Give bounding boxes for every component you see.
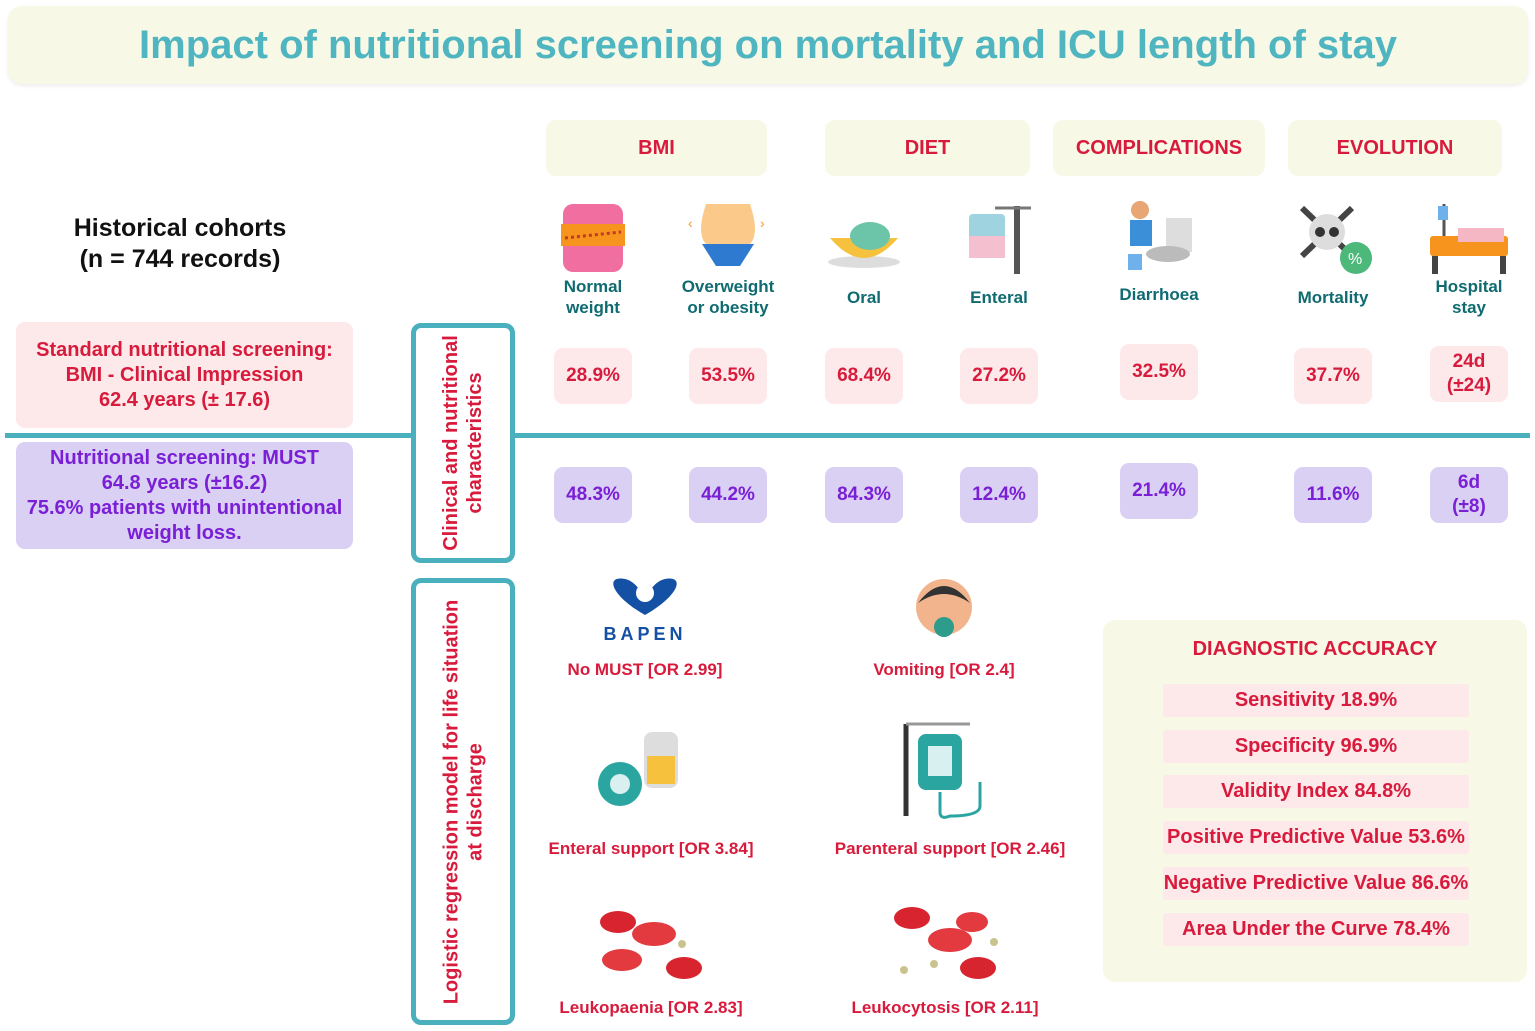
must-oral-value: 84.3% xyxy=(825,467,903,523)
must-mortality-value: 11.6% xyxy=(1294,467,1372,523)
bapen-logo-icon xyxy=(613,578,677,615)
leukocytosis-label: Leukocytosis [OR 2.11] xyxy=(851,998,1039,1017)
value-line: (±24) xyxy=(1446,375,1492,396)
must-hospital-stay-value: 6d (±8) xyxy=(1430,467,1508,523)
cohort-title: Historical cohorts (n = 744 records) xyxy=(40,213,320,275)
vomiting-label: Vomiting [OR 2.4] xyxy=(873,660,1015,679)
must-line: weight loss. xyxy=(127,521,242,544)
standard-enteral-value: 27.2% xyxy=(960,348,1038,404)
column-label-diarrhoea: Diarrhoea xyxy=(1119,285,1199,304)
must-line: Nutritional screening: MUST xyxy=(50,446,319,469)
svg-text:‹: ‹ xyxy=(688,215,693,231)
label-line: or obesity xyxy=(687,298,769,317)
header-complications: COMPLICATIONS xyxy=(1053,120,1265,176)
clinical-section-label: Clinical and nutritional characteristics xyxy=(411,323,515,563)
header-evolution: EVOLUTION xyxy=(1288,120,1502,176)
food-bowl-icon xyxy=(824,210,904,270)
belly-icon: ‹ › xyxy=(688,202,768,274)
value-line: 6d xyxy=(1457,472,1481,493)
diagnostic-row: Validity Index 84.8% xyxy=(1163,775,1469,808)
svg-text:%: % xyxy=(1348,251,1362,268)
must-diarrhoea-value: 21.4% xyxy=(1120,463,1198,519)
enteral-pump-icon xyxy=(592,722,686,812)
standard-line: Standard nutritional screening: xyxy=(36,338,333,361)
column-label-mortality: Mortality xyxy=(1297,288,1369,307)
standard-mortality-value: 37.7% xyxy=(1294,348,1372,404)
hospital-bed-icon xyxy=(1428,202,1510,276)
section-label-line: at discharge xyxy=(464,742,487,861)
no-must-label: No MUST [OR 2.99] xyxy=(567,660,723,679)
cohort-line1: Historical cohorts xyxy=(73,214,287,242)
diagnostic-accuracy-panel: DIAGNOSTIC ACCURACY Sensitivity 18.9% Sp… xyxy=(1103,620,1527,982)
bapen-logo-text: BAPEN xyxy=(603,624,687,644)
enteral-support-label: Enteral support [OR 3.84] xyxy=(548,839,754,858)
label-line: weight xyxy=(566,298,620,317)
header-diet: DIET xyxy=(825,120,1030,176)
logistic-section-label: Logistic regression model for life situa… xyxy=(411,578,515,1025)
bapen-logo: BAPEN xyxy=(600,575,690,645)
feeding-bag-icon xyxy=(965,202,1035,276)
divider-line xyxy=(5,433,1530,438)
must-line: 75.6% patients with unintentional xyxy=(26,496,343,519)
label-line: Hospital xyxy=(1435,277,1503,296)
parenteral-bag-icon xyxy=(900,720,1000,820)
value-line: (±8) xyxy=(1452,496,1486,517)
standard-overweight-value: 53.5% xyxy=(689,348,767,404)
must-normal-weight-value: 48.3% xyxy=(554,467,632,523)
toilet-icon xyxy=(1122,198,1196,276)
header-bmi: BMI xyxy=(546,120,767,176)
standard-screening-box: Standard nutritional screening: BMI - Cl… xyxy=(16,322,353,428)
diagnostic-row: Sensitivity 18.9% xyxy=(1163,684,1469,717)
section-label-line: Logistic regression model for life situa… xyxy=(440,599,463,1004)
section-label-line: Clinical and nutritional xyxy=(440,335,463,551)
standard-line: BMI - Clinical Impression xyxy=(65,363,304,386)
label-line: stay xyxy=(1451,298,1487,317)
blood-cells-leukocytosis-icon xyxy=(890,904,1002,984)
parenteral-support-label: Parenteral support [OR 2.46] xyxy=(834,839,1066,858)
column-label-hospital-stay: Hospital stay xyxy=(1409,276,1529,318)
red-blood-cells-icon xyxy=(596,904,708,984)
diagnostic-title: DIAGNOSTIC ACCURACY xyxy=(1192,638,1438,660)
standard-normal-weight-value: 28.9% xyxy=(554,348,632,404)
column-label-normal-weight: Normal weight xyxy=(533,276,653,318)
column-label-oral: Oral xyxy=(846,288,882,307)
must-screening-box: Nutritional screening: MUST 64.8 years (… xyxy=(16,442,353,549)
svg-text:›: › xyxy=(760,215,765,231)
diagnostic-row: Area Under the Curve 78.4% xyxy=(1163,913,1469,946)
diagnostic-row: Negative Predictive Value 86.6% xyxy=(1163,867,1469,900)
waist-measure-icon xyxy=(553,202,633,274)
diagnostic-row: Positive Predictive Value 53.6% xyxy=(1163,821,1469,854)
value-line: 24d xyxy=(1452,351,1486,372)
vomiting-icon xyxy=(912,575,976,645)
diagnostic-row: Specificity 96.9% xyxy=(1163,730,1469,763)
label-line: Normal xyxy=(563,277,623,296)
standard-hospital-stay-value: 24d (±24) xyxy=(1430,346,1508,402)
page-title: Impact of nutritional screening on morta… xyxy=(8,6,1528,84)
skull-icon: % xyxy=(1298,202,1376,276)
must-enteral-value: 12.4% xyxy=(960,467,1038,523)
must-line: 64.8 years (±16.2) xyxy=(101,471,268,494)
label-line: Overweight xyxy=(681,277,775,296)
must-overweight-value: 44.2% xyxy=(689,467,767,523)
standard-line: 62.4 years (± 17.6) xyxy=(98,388,271,411)
standard-oral-value: 68.4% xyxy=(825,348,903,404)
column-label-overweight: Overweight or obesity xyxy=(668,276,788,318)
section-label-line: characteristics xyxy=(464,372,487,514)
cohort-line2: (n = 744 records) xyxy=(79,245,281,273)
column-label-enteral: Enteral xyxy=(970,288,1028,307)
standard-diarrhoea-value: 32.5% xyxy=(1120,344,1198,400)
leukopaenia-label: Leukopaenia [OR 2.83] xyxy=(559,998,743,1017)
